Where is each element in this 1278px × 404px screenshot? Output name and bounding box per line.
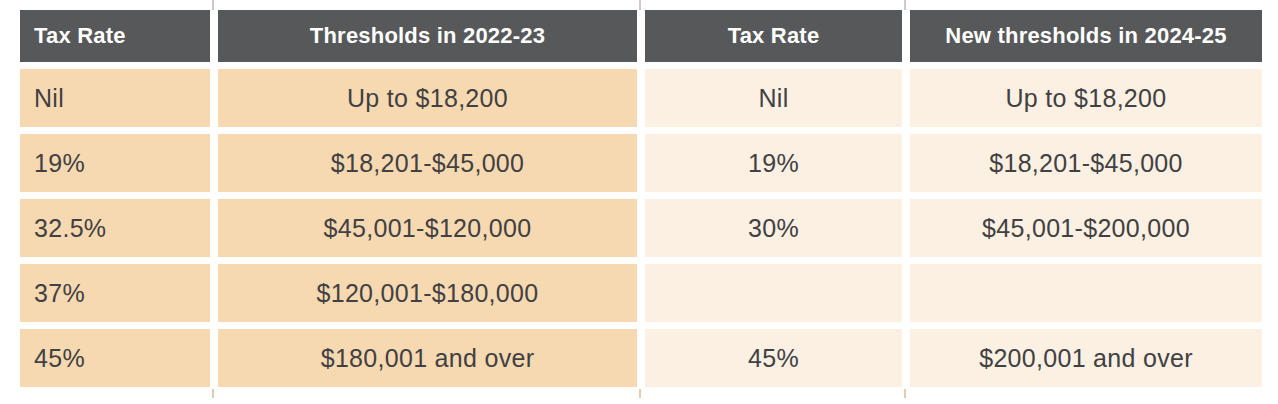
column-divider-tick bbox=[904, 389, 906, 398]
table-cell-empty bbox=[910, 264, 1262, 322]
table-cell: $45,001-$120,000 bbox=[218, 199, 637, 257]
table-cell: Nil bbox=[20, 69, 210, 127]
table-cell: $200,001 and over bbox=[910, 329, 1262, 387]
table-cell: 45% bbox=[645, 329, 902, 387]
header-tax-rate-2024: Tax Rate bbox=[645, 10, 902, 62]
table-cell: $180,001 and over bbox=[218, 329, 637, 387]
table-cell: Up to $18,200 bbox=[218, 69, 637, 127]
table-cell: $120,001-$180,000 bbox=[218, 264, 637, 322]
header-tax-rate-2022: Tax Rate bbox=[20, 10, 210, 62]
column-divider-tick bbox=[212, 389, 214, 398]
table-cell: 19% bbox=[645, 134, 902, 192]
table-cell: 37% bbox=[20, 264, 210, 322]
header-thresholds-2022: Thresholds in 2022-23 bbox=[218, 10, 637, 62]
table-cell: $18,201-$45,000 bbox=[218, 134, 637, 192]
header-new-thresholds-2024: New thresholds in 2024-25 bbox=[910, 10, 1262, 62]
table-cell: 45% bbox=[20, 329, 210, 387]
tax-comparison-table: Tax Rate Thresholds in 2022-23 Tax Rate … bbox=[20, 10, 1262, 387]
table-cell: 30% bbox=[645, 199, 902, 257]
table-cell-empty bbox=[645, 264, 902, 322]
table-cell: $18,201-$45,000 bbox=[910, 134, 1262, 192]
tax-comparison-table-page: Tax Rate Thresholds in 2022-23 Tax Rate … bbox=[0, 0, 1278, 404]
column-divider-tick bbox=[212, 0, 214, 10]
table-cell: 19% bbox=[20, 134, 210, 192]
table-cell: Up to $18,200 bbox=[910, 69, 1262, 127]
table-cell: 32.5% bbox=[20, 199, 210, 257]
table-cell: Nil bbox=[645, 69, 902, 127]
table-cell: $45,001-$200,000 bbox=[910, 199, 1262, 257]
column-divider-tick bbox=[639, 389, 641, 398]
column-divider-tick bbox=[904, 0, 906, 10]
column-divider-tick bbox=[639, 0, 641, 10]
